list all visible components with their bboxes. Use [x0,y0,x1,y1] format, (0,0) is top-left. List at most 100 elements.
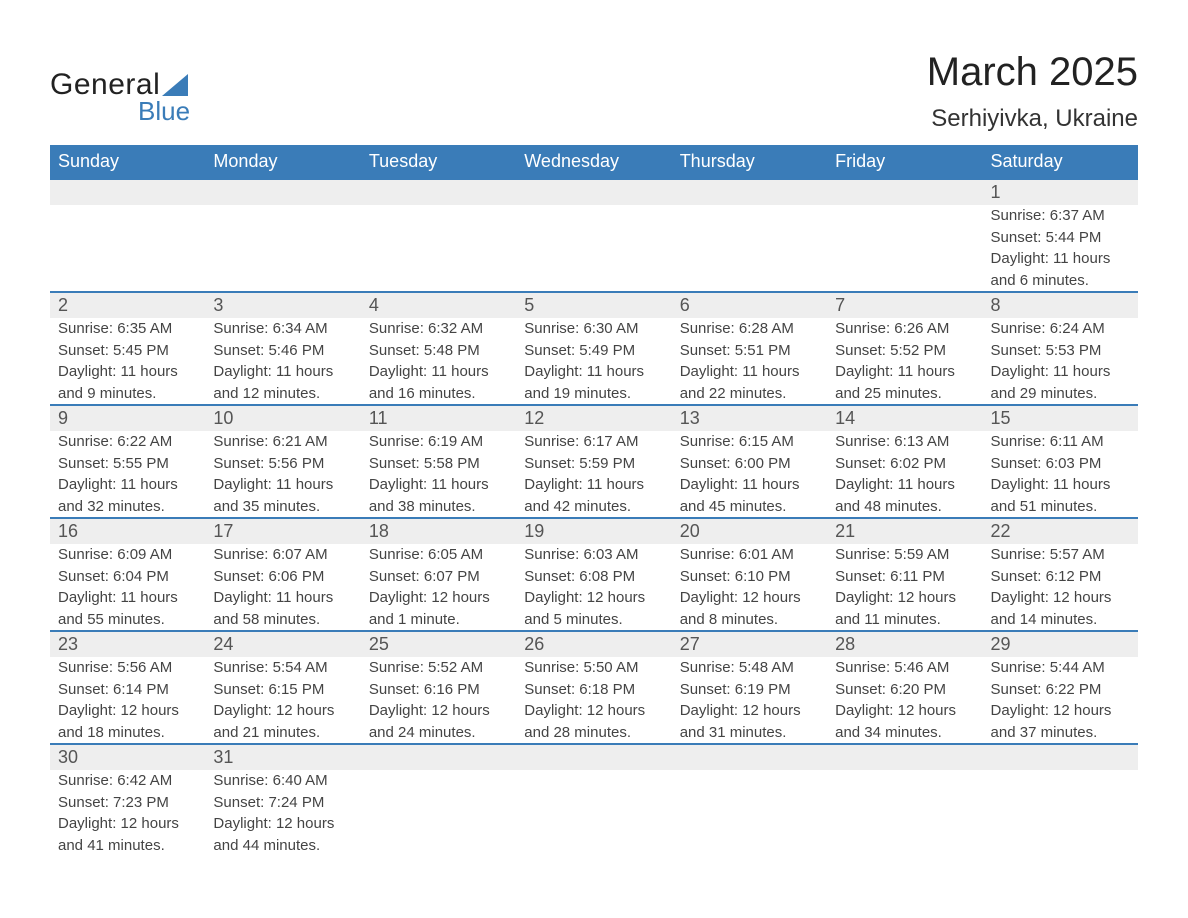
daylight-line1 [361,813,516,835]
day-number: 19 [516,518,671,544]
sunset: Sunset: 6:14 PM [50,679,205,701]
sunrise [50,205,205,227]
daylight-line2: and 32 minutes. [50,496,205,519]
daylight-line1: Daylight: 12 hours [983,700,1138,722]
daylight-line2: and 41 minutes. [50,835,205,857]
daylight-line2: and 16 minutes. [361,383,516,406]
daylight-line1: Daylight: 12 hours [827,700,982,722]
weekday-header: Sunday [50,145,205,179]
sunrise: Sunrise: 6:28 AM [672,318,827,340]
sunset: Sunset: 5:53 PM [983,340,1138,362]
daylight-line1 [205,248,360,270]
sunrise [983,770,1138,792]
sunrise: Sunrise: 5:56 AM [50,657,205,679]
sunset [983,792,1138,814]
sunrise: Sunrise: 5:50 AM [516,657,671,679]
brand-triangle-icon [162,74,188,96]
daylight-line2 [827,270,982,293]
sunset [516,227,671,249]
day-number: 8 [983,292,1138,318]
sunrise: Sunrise: 6:07 AM [205,544,360,566]
weekday-header: Tuesday [361,145,516,179]
daylight-line1: Daylight: 11 hours [516,361,671,383]
sunrise: Sunrise: 6:21 AM [205,431,360,453]
sunrise: Sunrise: 6:15 AM [672,431,827,453]
sunrise: Sunrise: 5:57 AM [983,544,1138,566]
sunrise [516,205,671,227]
day-number: 14 [827,405,982,431]
sunrise: Sunrise: 6:09 AM [50,544,205,566]
sunset: Sunset: 7:24 PM [205,792,360,814]
daylight-line1: Daylight: 12 hours [516,700,671,722]
sunrise: Sunrise: 6:13 AM [827,431,982,453]
daylight-line1 [361,248,516,270]
day-number [516,179,671,205]
day-number: 24 [205,631,360,657]
daylight-line1 [672,248,827,270]
daylight-line2 [50,270,205,293]
sunrise: Sunrise: 6:01 AM [672,544,827,566]
sunset: Sunset: 7:23 PM [50,792,205,814]
daylight-line2: and 48 minutes. [827,496,982,519]
daylight-line1 [983,813,1138,835]
day-number: 31 [205,744,360,770]
daylight-line2: and 24 minutes. [361,722,516,745]
day-number [983,744,1138,770]
day-number [50,179,205,205]
daylight-line2: and 42 minutes. [516,496,671,519]
weekday-header: Friday [827,145,982,179]
daylight-line2: and 1 minute. [361,609,516,632]
daylight-line2: and 37 minutes. [983,722,1138,745]
daylight-line1 [516,813,671,835]
sunrise [361,205,516,227]
day-number: 13 [672,405,827,431]
daylight-line1: Daylight: 12 hours [516,587,671,609]
daylight-line1: Daylight: 11 hours [50,587,205,609]
day-number [672,744,827,770]
sunrise: Sunrise: 6:17 AM [516,431,671,453]
daylight-line2: and 22 minutes. [672,383,827,406]
sunset [361,227,516,249]
daylight-line1: Daylight: 11 hours [827,474,982,496]
sunset [205,227,360,249]
sunrise: Sunrise: 6:26 AM [827,318,982,340]
day-number: 10 [205,405,360,431]
daylight-line1: Daylight: 12 hours [827,587,982,609]
title-block: March 2025 Serhiyivka, Ukraine [927,50,1138,133]
sunset: Sunset: 5:44 PM [983,227,1138,249]
sunrise: Sunrise: 6:22 AM [50,431,205,453]
daylight-line2: and 29 minutes. [983,383,1138,406]
daylight-line1: Daylight: 11 hours [205,587,360,609]
sunset: Sunset: 6:18 PM [516,679,671,701]
sunset: Sunset: 6:19 PM [672,679,827,701]
sunset [672,792,827,814]
sunset [827,227,982,249]
daynum-row: 2345678 [50,292,1138,318]
daylight-line1: Daylight: 11 hours [672,361,827,383]
day-number: 16 [50,518,205,544]
day-number: 9 [50,405,205,431]
daylight-line1: Daylight: 11 hours [516,474,671,496]
daylight-line1: Daylight: 11 hours [205,474,360,496]
brand-word-2: Blue [138,96,190,127]
sunset: Sunset: 6:06 PM [205,566,360,588]
day-number [672,179,827,205]
daylight-line2: and 21 minutes. [205,722,360,745]
sunset [361,792,516,814]
daylight-line2 [672,835,827,857]
daylight-line2: and 5 minutes. [516,609,671,632]
day-number: 3 [205,292,360,318]
sunrise: Sunrise: 5:59 AM [827,544,982,566]
sunset: Sunset: 5:49 PM [516,340,671,362]
daynum-row: 23242526272829 [50,631,1138,657]
daylight-line1: Daylight: 12 hours [361,587,516,609]
daylight-line1: Daylight: 11 hours [205,361,360,383]
sunrise: Sunrise: 6:11 AM [983,431,1138,453]
sunset [827,792,982,814]
sunset: Sunset: 6:00 PM [672,453,827,475]
daylight-line1: Daylight: 11 hours [983,474,1138,496]
sunrise: Sunrise: 5:54 AM [205,657,360,679]
sunrise: Sunrise: 5:46 AM [827,657,982,679]
daylight-line2: and 35 minutes. [205,496,360,519]
day-number: 29 [983,631,1138,657]
